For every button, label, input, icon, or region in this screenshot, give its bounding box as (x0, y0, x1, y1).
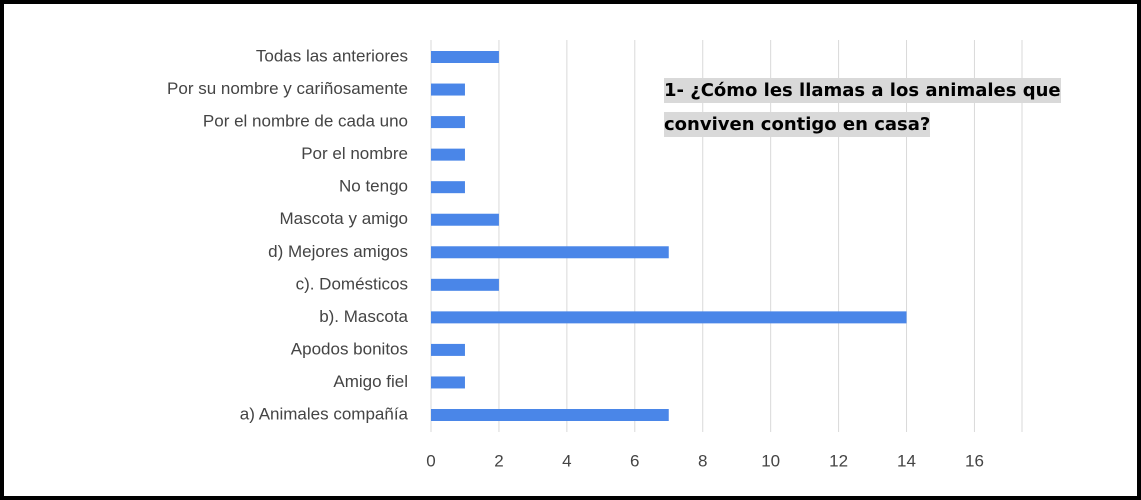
bar (431, 311, 907, 324)
x-tick-label: 10 (761, 451, 780, 470)
bar (431, 116, 465, 129)
y-tick-label: a) Animales compañía (240, 404, 409, 423)
x-tick-label: 16 (965, 451, 984, 470)
bar (431, 409, 669, 421)
y-tick-label: Por el nombre (301, 144, 408, 163)
y-tick-label: Por su nombre y cariñosamente (167, 79, 408, 98)
chart-title-text: 1- ¿Cómo les llamas a los animales que c… (664, 78, 1061, 137)
bar (431, 278, 499, 291)
bar (431, 246, 669, 259)
y-tick-label: No tengo (339, 177, 408, 196)
bar (431, 148, 465, 161)
y-tick-label: Por el nombre de cada uno (203, 112, 408, 131)
bar (431, 83, 465, 96)
bar (431, 213, 499, 226)
y-tick-label: Mascota y amigo (280, 209, 409, 228)
x-tick-label: 14 (897, 451, 916, 470)
bar (431, 343, 465, 356)
x-tick-label: 0 (426, 451, 435, 470)
y-tick-label: Amigo fiel (333, 372, 408, 391)
x-tick-label: 8 (698, 451, 707, 470)
y-tick-label: c). Domésticos (296, 274, 408, 293)
bar (431, 376, 465, 389)
y-tick-label: d) Mejores amigos (268, 242, 408, 261)
y-tick-label: Apodos bonitos (291, 339, 408, 358)
x-tick-label: 2 (494, 451, 503, 470)
x-tick-label: 4 (562, 451, 571, 470)
x-tick-label: 6 (630, 451, 639, 470)
bar (431, 181, 465, 194)
y-tick-label: b). Mascota (319, 307, 408, 326)
bar (431, 51, 499, 63)
y-tick-label: Todas las anteriores (256, 46, 408, 65)
chart-title: 1- ¿Cómo les llamas a los animales que c… (664, 74, 1094, 142)
x-tick-label: 12 (829, 451, 848, 470)
